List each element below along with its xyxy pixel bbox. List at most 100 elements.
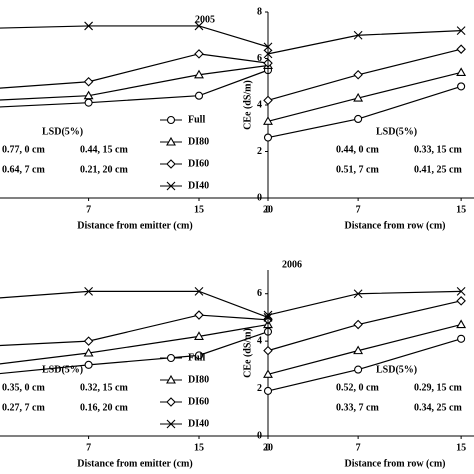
x-axis-label: Distance from row (cm)	[345, 458, 446, 469]
legend-label: DI80	[188, 374, 209, 385]
data-point	[353, 69, 363, 80]
y-tick-label: 2	[257, 383, 262, 394]
y-axis-label: CEe (dS/m)	[242, 80, 253, 130]
y-tick-label: 4	[257, 335, 262, 346]
data-point	[354, 114, 363, 123]
annotation: 0.35, 0 cm	[2, 382, 45, 393]
x-tick-label: 20	[263, 204, 273, 215]
x-tick-label: 20	[263, 442, 273, 453]
series-line	[0, 290, 269, 318]
y-tick-label: 0	[257, 192, 262, 203]
data-point	[194, 91, 204, 100]
series-line	[0, 69, 269, 108]
legend-label: DI40	[188, 418, 209, 429]
data-point	[84, 98, 93, 107]
annotation: LSD(5%)	[376, 126, 417, 137]
y-tick-label: 0	[257, 430, 262, 441]
legend-label: DI80	[188, 136, 209, 147]
legend-marker	[166, 159, 176, 169]
data-point	[84, 286, 93, 296]
annotation: 0.64, 7 cm	[2, 164, 45, 175]
data-point	[263, 345, 273, 356]
data-point	[83, 336, 94, 346]
y-tick-label: 2	[257, 146, 262, 157]
annotation: 0.29, 15 cm	[414, 382, 462, 393]
data-point	[456, 26, 466, 35]
data-point	[456, 286, 466, 296]
y-tick-label: 8	[257, 6, 262, 17]
data-point	[83, 76, 94, 87]
legend-label: DI60	[188, 158, 209, 169]
legend-label: Full	[188, 352, 205, 363]
x-tick-label: 0	[266, 204, 271, 215]
annotation: 0.33, 15 cm	[414, 144, 462, 155]
series-line	[0, 323, 269, 365]
data-point	[456, 319, 467, 329]
series-line	[267, 290, 462, 316]
x-axis-label: Distance from emitter (cm)	[77, 220, 192, 231]
annotation: 0.21, 20 cm	[80, 164, 128, 175]
data-point	[457, 82, 466, 91]
annotation: 0.44, 0 cm	[336, 144, 379, 155]
data-point	[457, 334, 466, 343]
legend-marker	[166, 181, 176, 191]
legend-marker	[166, 374, 176, 384]
data-point	[263, 116, 273, 125]
panel-title: 2006	[282, 259, 302, 270]
data-point	[84, 21, 93, 31]
data-point	[353, 92, 364, 102]
legend-marker	[166, 353, 176, 363]
series-line	[0, 331, 269, 375]
legend-label: DI60	[188, 396, 209, 407]
data-point	[194, 331, 204, 340]
data-point	[263, 369, 273, 378]
y-tick-label: 6	[257, 288, 262, 299]
series-line	[0, 25, 269, 48]
y-axis-label: CEe (dS/m)	[242, 328, 253, 378]
data-point	[194, 21, 204, 31]
data-point	[83, 90, 94, 100]
data-point	[263, 386, 273, 395]
data-point	[263, 95, 273, 106]
data-point	[194, 286, 204, 296]
x-tick-label: 7	[86, 442, 91, 453]
annotation: 0.51, 7 cm	[336, 164, 379, 175]
data-point	[456, 296, 466, 306]
series-line	[267, 30, 462, 55]
x-tick-label: 7	[356, 442, 361, 453]
annotation: LSD(5%)	[376, 364, 417, 375]
data-point	[194, 351, 204, 360]
annotation: 0.27, 7 cm	[2, 402, 45, 413]
data-point	[194, 49, 204, 59]
data-point	[263, 49, 273, 59]
legend-marker	[166, 419, 176, 429]
data-point	[353, 319, 363, 330]
series-line	[0, 314, 269, 347]
series-line	[0, 53, 269, 89]
annotation: 0.34, 25 cm	[414, 402, 462, 413]
data-point	[353, 345, 364, 355]
data-point	[263, 133, 273, 142]
data-point	[194, 69, 204, 79]
annotation: LSD(5%)	[42, 126, 83, 137]
x-tick-label: 7	[356, 204, 361, 215]
annotation: 0.16, 20 cm	[80, 402, 128, 413]
data-point	[456, 44, 466, 54]
annotation: 0.32, 15 cm	[80, 382, 128, 393]
annotation: LSD(5%)	[42, 364, 83, 375]
data-point	[263, 310, 273, 320]
annotation: 0.33, 7 cm	[336, 402, 379, 413]
annotation: 0.52, 0 cm	[336, 382, 379, 393]
panel-title: 2005	[195, 14, 215, 25]
y-tick-label: 4	[257, 99, 262, 110]
data-point	[354, 365, 363, 374]
data-point	[456, 67, 467, 76]
data-point	[353, 289, 363, 299]
data-point	[84, 360, 93, 369]
legend-label: Full	[188, 114, 205, 125]
y-tick-label: 6	[257, 53, 262, 64]
annotation: 0.44, 15 cm	[80, 144, 128, 155]
x-tick-label: 0	[266, 442, 271, 453]
annotation: 0.41, 25 cm	[414, 164, 462, 175]
